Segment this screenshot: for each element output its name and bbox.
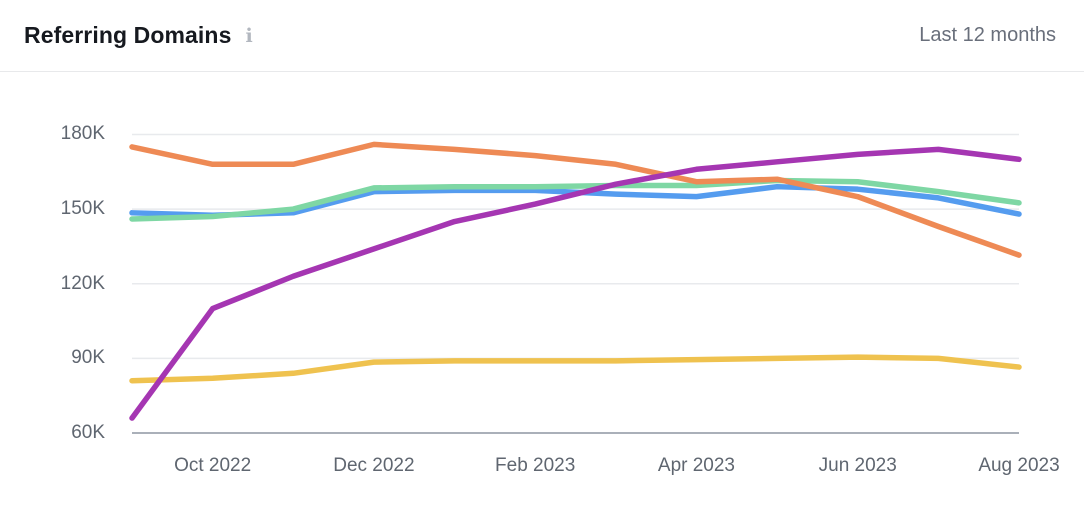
series-line-orange[interactable] xyxy=(129,141,1022,258)
period-label: Last 12 months xyxy=(919,24,1056,46)
y-tick-label: 150K xyxy=(60,198,105,220)
y-tick-label: 120K xyxy=(60,272,105,294)
series-line-yellow[interactable] xyxy=(129,354,1022,384)
series-line-green[interactable] xyxy=(129,177,1022,222)
page-title: Referring Domains xyxy=(24,22,232,48)
card-header: Referring Domains i Last 12 months xyxy=(0,0,1084,71)
y-tick-label: 60K xyxy=(71,422,105,443)
x-tick-label: Oct 2022 xyxy=(174,455,252,476)
series-line-purple[interactable] xyxy=(129,146,1022,421)
header-divider xyxy=(0,71,1084,72)
x-tick-label: Dec 2022 xyxy=(333,455,415,476)
title-group: Referring Domains i xyxy=(24,22,253,49)
info-icon[interactable]: i xyxy=(245,25,253,47)
x-tick-label: Jun 2023 xyxy=(818,455,897,476)
y-tick-label: 90K xyxy=(71,347,105,369)
x-tick-label: Apr 2023 xyxy=(657,455,736,476)
x-tick-label: Feb 2023 xyxy=(495,455,576,476)
y-tick-label: 180K xyxy=(60,123,105,145)
x-tick-label: Aug 2023 xyxy=(978,455,1060,476)
